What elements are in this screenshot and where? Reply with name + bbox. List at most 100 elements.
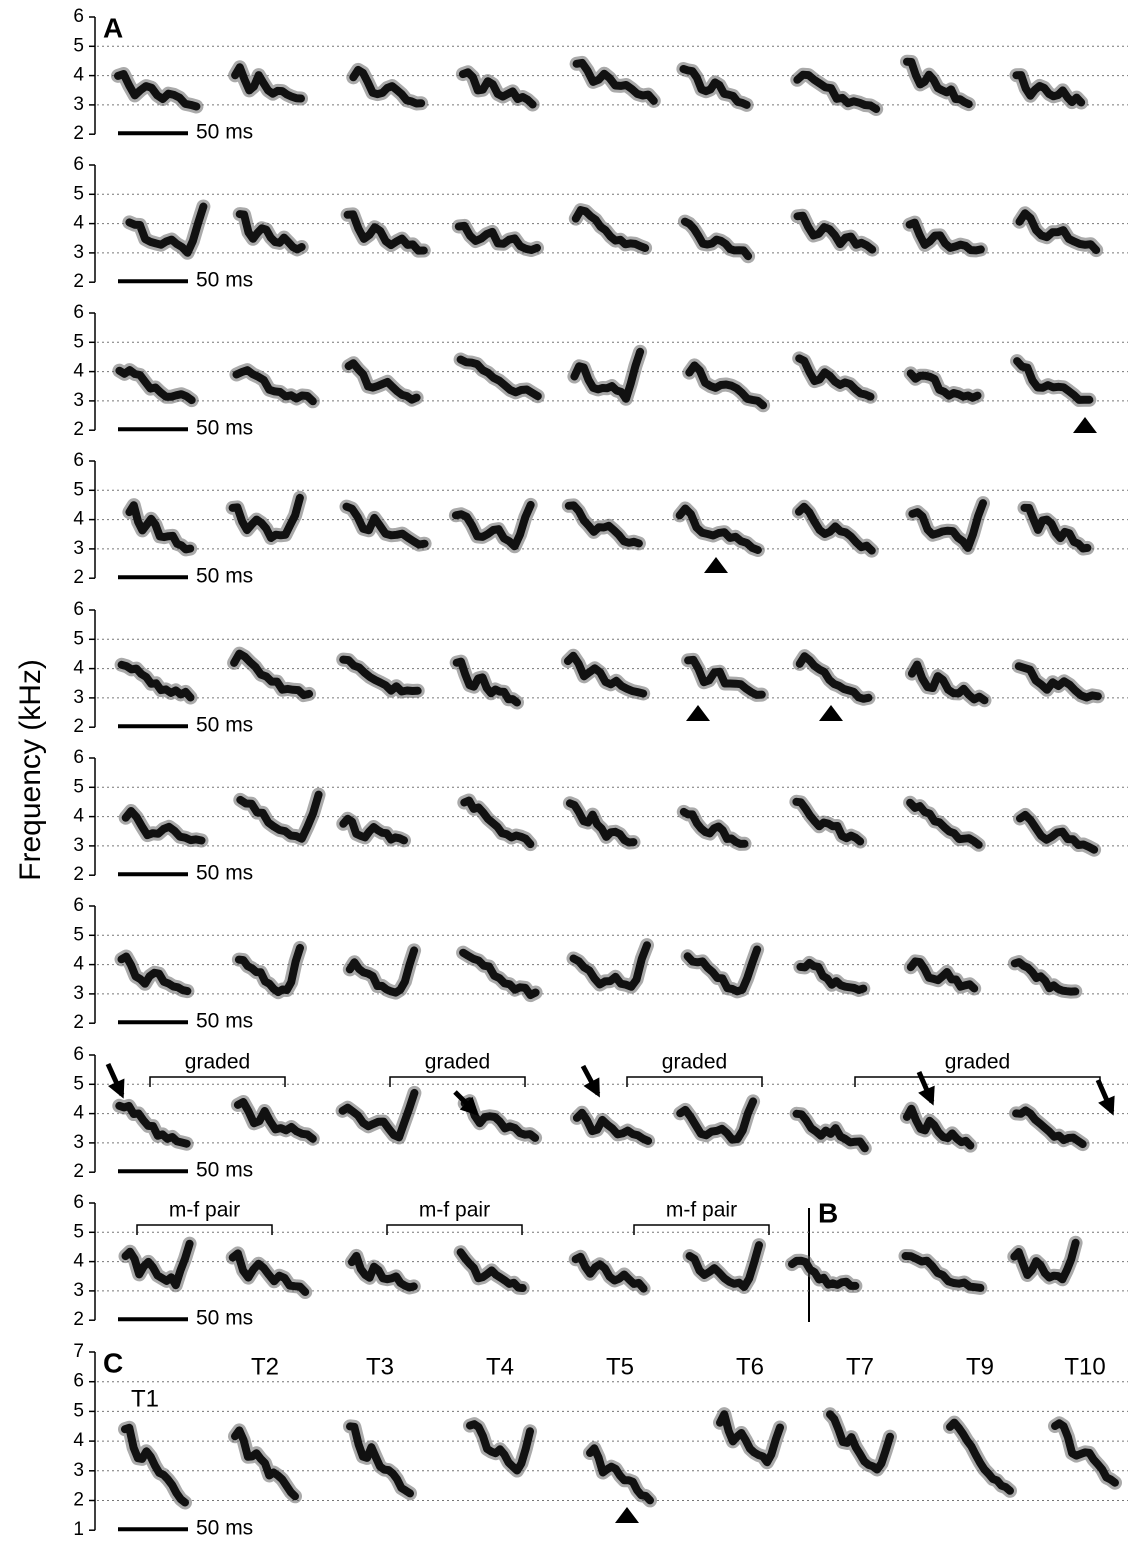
arrow-head [918,1085,935,1106]
y-tick-label: 5 [73,1400,84,1421]
spectrogram [231,63,305,103]
spectrogram [115,366,196,405]
spectrogram [230,649,314,700]
arrow-head [108,1078,125,1099]
y-tick-label: 2 [73,123,84,144]
spectrogram [903,57,973,109]
bracket [633,1224,770,1235]
spectrogram [466,1420,534,1475]
spectrogram [675,504,762,554]
scale-bar-label: 50 ms [196,714,253,737]
y-tick-label: 1 [73,1519,84,1540]
y-tick-label: 6 [73,154,84,175]
y-tick-label: 6 [73,1192,84,1213]
spectrogram [345,946,419,997]
y-tick-label: 6 [73,747,84,768]
spectrogram [344,359,421,404]
bracket [136,1224,273,1235]
y-tick-label: 6 [73,599,84,620]
bracket-label: graded [425,1051,490,1074]
y-tick-label: 4 [73,806,84,827]
spectrogram [826,1410,894,1474]
y-tick-label: 4 [73,1251,84,1272]
y-tick-label: 2 [73,716,84,737]
y-tick-label: 5 [73,1221,84,1242]
spectrogram [793,211,877,254]
spectrogram [792,1109,869,1153]
spectrogram [236,790,323,843]
bracket [626,1076,763,1087]
spectrogram [685,361,768,410]
y-tick-label: 2 [73,1161,84,1182]
spectrogram [233,1098,317,1143]
spectrogram [228,1249,310,1296]
call-type-label: T7 [846,1353,874,1380]
y-tick-label: 5 [73,479,84,500]
y-axis-label: Frequency (kHz) [14,659,47,881]
y-tick-label: 4 [73,213,84,234]
spectrogram [572,1108,653,1145]
call-type-label: T5 [606,1353,634,1380]
y-tick-label: 3 [73,687,84,708]
call-type-label: T2 [251,1353,279,1380]
spectrogram [346,1422,414,1498]
spectrogram [342,502,429,549]
spectrogram [793,70,881,113]
spectrogram [907,660,989,705]
y-tick-label: 4 [73,954,84,975]
y-tick-label: 7 [73,1341,84,1362]
bracket-label: graded [185,1051,250,1074]
spectrogram [460,796,535,849]
spectrogram [571,1252,648,1293]
scale-bar-label: 50 ms [196,1307,253,1330]
spectrogram [231,1426,299,1501]
spectrogram [117,660,195,702]
spectrogram [1010,1238,1080,1284]
spectrogram [121,1423,189,1507]
bracket [149,1076,286,1087]
spectrogram [349,65,426,108]
y-tick-label: 6 [73,895,84,916]
spectrogram [1014,662,1102,702]
spectrogram [684,655,766,699]
spectrogram [339,655,422,696]
panel-label: A [103,12,123,43]
y-tick-label: 2 [73,1012,84,1033]
y-tick-label: 4 [73,65,84,86]
spectrogram [571,206,650,252]
arrow-head [459,1096,479,1116]
y-tick-label: 3 [73,242,84,263]
spectrogram [680,217,753,261]
spectrogram [679,65,751,109]
y-tick-label: 4 [73,361,84,382]
scale-bar-label: 50 ms [196,1517,253,1540]
spectrogram [795,354,875,401]
arrow-head [1098,1095,1115,1116]
y-tick-label: 4 [73,658,84,679]
spectrogram [902,1104,975,1150]
spectrogram [906,369,982,402]
spectrogram [234,943,304,997]
y-tick-label: 6 [73,1044,84,1065]
panel-label: B [818,1197,838,1228]
spectrogram [343,210,428,255]
spectrogram [125,202,208,257]
scale-bar-label: 50 ms [196,269,253,292]
y-tick-label: 5 [73,924,84,945]
y-tick-label: 3 [73,94,84,115]
scale-bar-label: 50 ms [196,1159,253,1182]
spectrogram [676,1097,758,1144]
spectrogram [115,1101,191,1148]
bracket [389,1076,526,1087]
call-type-label: T1 [131,1385,159,1412]
bracket-label: m-f pair [666,1199,737,1222]
y-tick-label: 3 [73,835,84,856]
y-tick-label: 5 [73,331,84,352]
spectrogram [906,798,983,849]
spectrogram [564,501,643,548]
spectrogram [572,58,658,105]
spectrogram [563,651,648,698]
bracket-label: graded [945,1051,1010,1074]
scale-bar-label: 50 ms [196,1010,253,1033]
